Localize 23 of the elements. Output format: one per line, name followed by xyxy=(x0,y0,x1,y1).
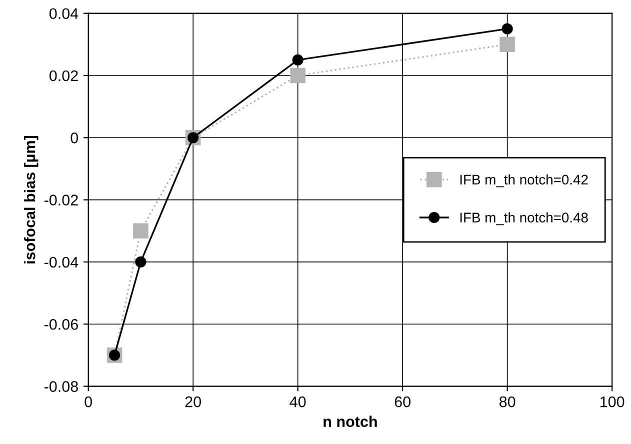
point xyxy=(133,223,148,239)
legend-label: IFB m_th notch=0.48 xyxy=(460,212,588,226)
x-tick-label: 0 xyxy=(84,396,92,408)
y-axis-title: isofocal bias [µm] xyxy=(24,136,38,264)
y-tick-label: -0.08 xyxy=(44,381,78,392)
y-tick-label: 0 xyxy=(70,132,78,144)
point xyxy=(135,256,146,268)
y-tick-label: 0.04 xyxy=(49,8,78,20)
point xyxy=(500,36,515,52)
x-tick-label: 100 xyxy=(600,396,624,408)
x-axis-title: n notch xyxy=(324,416,377,428)
point xyxy=(290,68,306,84)
y-tick-label: -0.02 xyxy=(44,194,78,206)
x-tick-label: 60 xyxy=(394,396,410,408)
y-tick-label: -0.04 xyxy=(44,256,78,268)
legend-label: IFB m_th notch=0.42 xyxy=(460,174,588,188)
y-tick-label: -0.06 xyxy=(44,318,78,330)
x-tick-label: 40 xyxy=(290,396,306,408)
point xyxy=(292,54,304,66)
y-tick-label: 0.02 xyxy=(49,70,78,82)
x-tick-label: 20 xyxy=(185,396,201,408)
x-tick-label: 80 xyxy=(499,396,516,408)
point xyxy=(502,23,513,34)
